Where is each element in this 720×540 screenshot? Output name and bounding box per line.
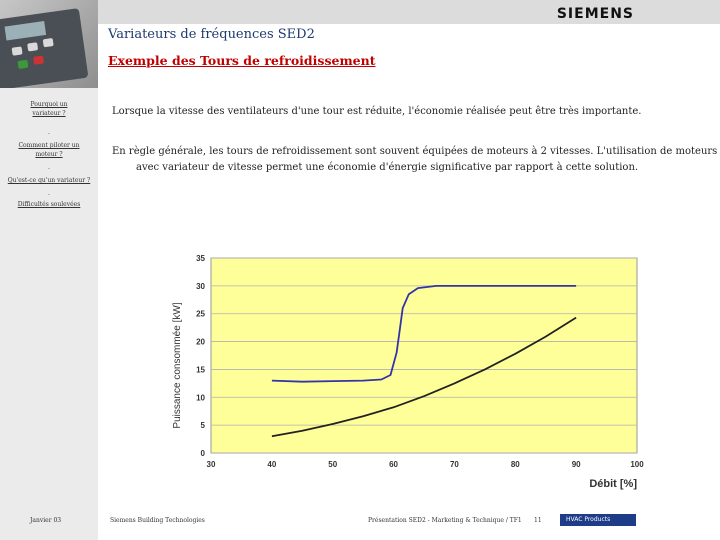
nav-link-quest-ce[interactable]: Qu'est-ce qu'un variateur ? — [7, 177, 91, 184]
y-tick-label: 35 — [196, 254, 205, 263]
y-tick-label: 20 — [196, 338, 205, 347]
footer-page-number: 11 — [534, 517, 542, 524]
nav-separator: . — [48, 190, 50, 197]
y-tick-label: 5 — [201, 421, 206, 430]
x-tick-label: 100 — [630, 460, 644, 469]
series-line-2 — [271, 316, 577, 438]
y-tick-label: 25 — [196, 310, 205, 319]
paragraph-moteurs: En règle générale, les tours de refroidi… — [112, 146, 718, 173]
page-subtitle: Exemple des Tours de refroidissement — [108, 53, 376, 68]
siemens-logo: SIEMENS — [556, 6, 634, 22]
nav-separator: . — [48, 164, 50, 171]
page-title: Variateurs de fréquences SED2 — [108, 27, 315, 42]
y-axis-label: Puissance consommée [kW] — [172, 302, 183, 428]
x-tick-label: 40 — [267, 460, 276, 469]
footer-date: Janvier 03 — [30, 517, 62, 524]
x-tick-label: 50 — [328, 460, 337, 469]
footer-company: Siemens Building Technologies — [110, 517, 205, 524]
footer-dept: HVAC Products — [560, 514, 636, 526]
x-tick-label: 70 — [450, 460, 459, 469]
sidebar: Pourquoi un variateur ? . Comment pilote… — [0, 0, 98, 540]
x-axis-label: Débit [%] — [589, 478, 637, 490]
y-tick-label: 10 — [196, 393, 205, 402]
y-tick-label: 0 — [201, 449, 206, 458]
sidebar-nav: Pourquoi un variateur ? . Comment pilote… — [0, 100, 98, 209]
footer-presentation: Présentation SED2 - Marketing & Techniqu… — [368, 517, 522, 524]
top-band — [0, 0, 720, 24]
paragraph-economie: Lorsque la vitesse des ventilateurs d'un… — [112, 106, 642, 117]
variator-device-image — [0, 8, 89, 88]
y-tick-label: 30 — [196, 282, 205, 291]
series-line-1 — [271, 285, 577, 383]
nav-link-comment[interactable]: Comment piloter un moteur ? — [18, 142, 80, 158]
x-tick-label: 90 — [572, 460, 581, 469]
nav-link-pourquoi[interactable]: Pourquoi un variateur ? — [30, 101, 68, 117]
x-tick-label: 80 — [511, 460, 520, 469]
nav-link-difficultes[interactable]: Difficultés soulevées — [17, 201, 81, 208]
y-tick-label: 15 — [196, 365, 205, 374]
x-tick-label: 30 — [207, 460, 216, 469]
plot-area — [210, 257, 638, 454]
power-chart: 0 5 10 15 20 25 30 35 30 40 50 60 70 80 90 100 Débit [%]… — [172, 254, 644, 490]
x-tick-label: 60 — [389, 460, 398, 469]
product-photo — [0, 0, 98, 88]
nav-separator: . — [48, 129, 50, 136]
